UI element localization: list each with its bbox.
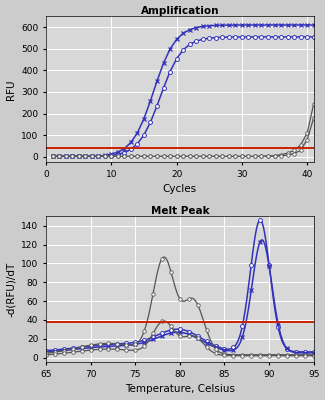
Title: Melt Peak: Melt Peak <box>150 206 209 216</box>
X-axis label: Temperature, Celsius: Temperature, Celsius <box>125 384 235 394</box>
Title: Amplification: Amplification <box>141 6 219 16</box>
Y-axis label: RFU: RFU <box>6 79 16 100</box>
X-axis label: Cycles: Cycles <box>163 184 197 194</box>
Y-axis label: -d(RFU)/dT: -d(RFU)/dT <box>6 262 16 317</box>
